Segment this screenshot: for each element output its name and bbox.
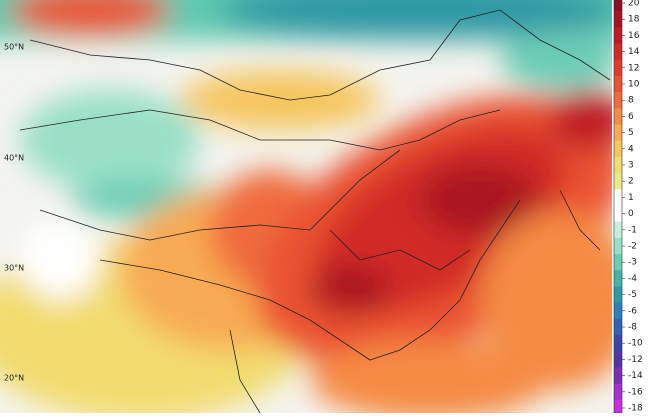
colorbar-label: -5 xyxy=(628,290,637,300)
colorbar-segment xyxy=(614,108,622,125)
colorbar-label: -3 xyxy=(628,258,637,268)
colorbar-segment xyxy=(614,302,622,320)
colorbar-label: 5 xyxy=(628,128,634,138)
colorbar-segment xyxy=(614,173,622,190)
colorbar-label: -2 xyxy=(628,242,637,252)
colorbar-label: 12 xyxy=(628,63,639,73)
colorbar-segment xyxy=(614,221,622,239)
colorbar-label: 16 xyxy=(628,31,640,41)
colorbar-segment xyxy=(614,318,622,336)
colorbar-segment xyxy=(614,383,622,401)
colorbar-segment xyxy=(614,399,622,417)
colorbar-label: -8 xyxy=(628,323,637,333)
colorbar-segment xyxy=(614,0,622,17)
colorbar-label: 14 xyxy=(628,47,640,57)
colorbar-segment xyxy=(614,254,622,271)
colorbar-segment xyxy=(614,156,622,174)
colorbar-segment xyxy=(614,351,622,368)
colorbar-label: 10 xyxy=(628,80,640,90)
lat-label: 20°N xyxy=(4,374,24,383)
colorbar-segment xyxy=(614,124,622,142)
colorbar-segment xyxy=(614,92,622,109)
colorbar-label: 1 xyxy=(628,193,634,203)
colorbar-label: -4 xyxy=(628,274,637,284)
lat-label: 30°N xyxy=(4,264,24,273)
colorbar-label: -12 xyxy=(628,355,643,365)
colorbar-label: -6 xyxy=(628,306,637,316)
colorbar-segment xyxy=(614,189,622,206)
colorbar-segment xyxy=(614,335,622,352)
colorbar-label: -10 xyxy=(628,339,643,349)
borders xyxy=(19,9,611,413)
colorbar-label: -14 xyxy=(628,371,643,381)
colorbar-label: 0 xyxy=(628,209,634,219)
colorbar-segment xyxy=(614,270,622,287)
colorbar-label: 4 xyxy=(628,144,634,154)
colorbar-segment xyxy=(614,367,622,385)
lat-label: 50°N xyxy=(4,43,24,52)
colorbar-segment xyxy=(614,27,622,44)
colorbar-segment xyxy=(614,205,622,223)
colorbar-label: 18 xyxy=(628,15,640,25)
colorbar-segment xyxy=(614,11,622,28)
colorbar-label: -18 xyxy=(628,404,643,414)
colorbar-label: 20 xyxy=(628,0,640,9)
colorbar-label: 6 xyxy=(628,112,634,122)
colorbar-label: 8 xyxy=(628,96,634,106)
colorbar-label: -1 xyxy=(628,225,637,235)
colorbar-segment xyxy=(614,140,622,158)
colorbar-label: 3 xyxy=(628,161,634,171)
lat-label: 40°N xyxy=(4,154,24,163)
colorbar-segment xyxy=(614,59,622,77)
colorbar-segment xyxy=(614,75,622,93)
colorbar-segment xyxy=(614,237,622,255)
colorbar-label: -16 xyxy=(628,387,643,397)
colorbar-label: 2 xyxy=(628,177,634,187)
colorbar-segment xyxy=(614,43,622,61)
colorbar-segment xyxy=(614,286,622,304)
